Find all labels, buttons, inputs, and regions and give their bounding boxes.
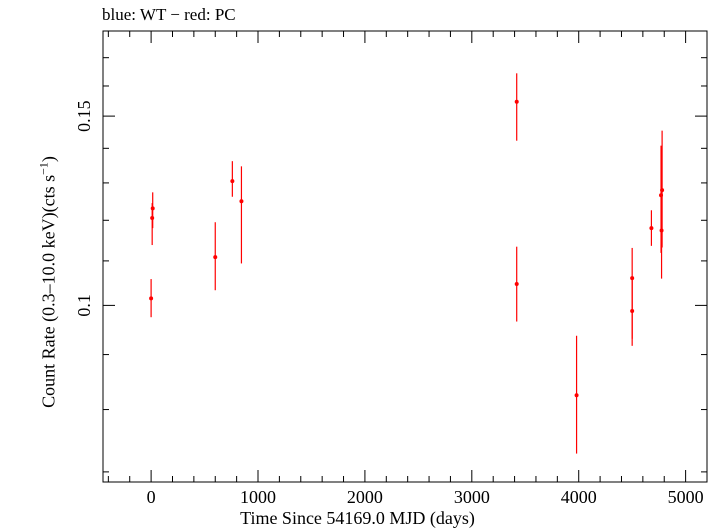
x-tick-label: 2000: [347, 487, 383, 507]
x-tick-label: 3000: [454, 487, 490, 507]
data-point: [150, 206, 155, 211]
data-point: [514, 281, 519, 286]
data-point: [660, 188, 665, 193]
y-tick-label: 0.15: [74, 100, 94, 131]
data-point: [213, 255, 218, 260]
y-axis-label-main: Count Rate (0.3–10.0 keV)(cts s: [38, 174, 59, 408]
x-tick-label: 0: [147, 487, 156, 507]
data-point: [630, 276, 635, 281]
y-axis-label-exponent: −1: [36, 162, 51, 175]
y-tick-label: 0.1: [74, 294, 94, 317]
data-point: [230, 179, 235, 184]
x-tick-label: 5000: [668, 487, 704, 507]
data-point: [574, 393, 579, 398]
y-axis-label: Count Rate (0.3–10.0 keV)(cts s−1): [37, 156, 60, 408]
data-point: [649, 226, 654, 231]
x-axis-label: Time Since 54169.0 MJD (days): [240, 508, 475, 528]
data-point: [514, 99, 519, 104]
data-point: [149, 296, 154, 301]
chart-title: blue: WT − red: PC: [102, 5, 236, 24]
y-axis-label-tail: ): [38, 156, 59, 163]
x-tick-label: 4000: [561, 487, 597, 507]
x-tick-label: 1000: [240, 487, 276, 507]
data-point: [239, 199, 244, 204]
plot-frame: [102, 30, 708, 483]
